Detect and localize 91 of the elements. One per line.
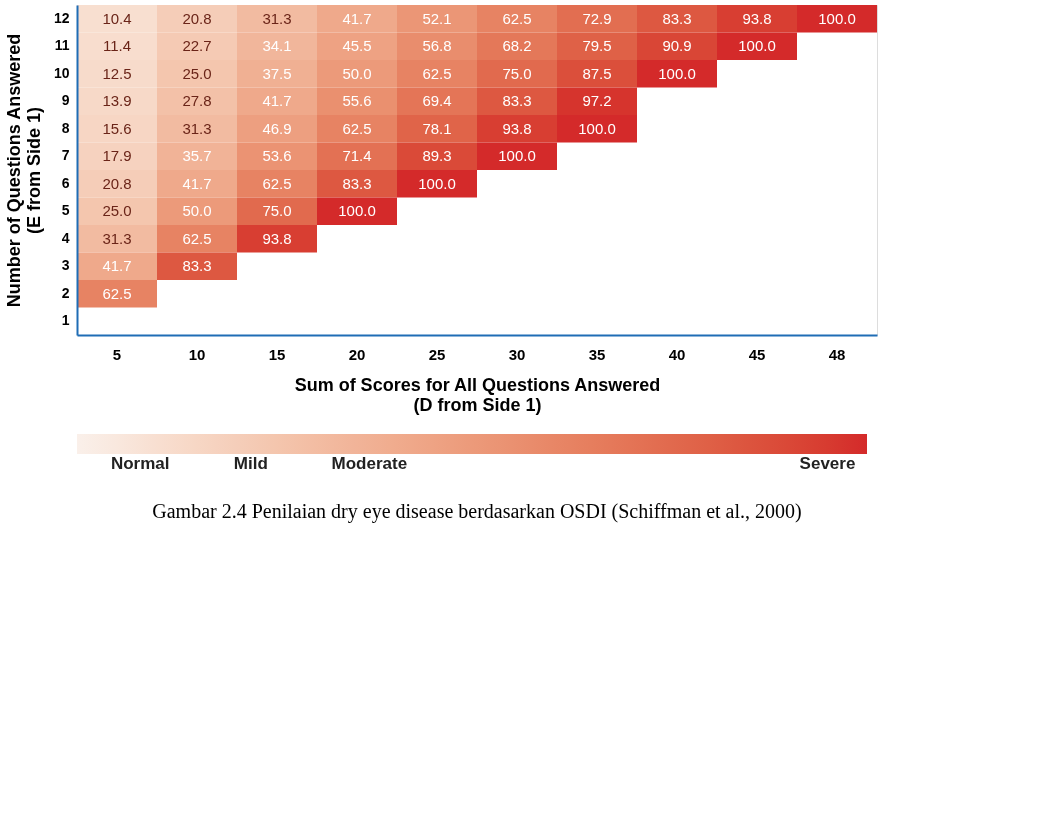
data-label: 83.3 <box>182 257 212 275</box>
data-label: 69.4 <box>422 92 452 110</box>
data-label: 100.0 <box>738 37 776 55</box>
data-label: 31.3 <box>102 229 132 247</box>
y-tick-label: 3 <box>61 257 70 274</box>
data-label: 10.4 <box>102 9 132 27</box>
x-tick-label: 30 <box>508 345 526 363</box>
color-bar-label: Mild <box>233 454 268 473</box>
x-tick-label: 45 <box>748 345 766 363</box>
data-label: 100.0 <box>498 147 536 165</box>
data-label: 34.1 <box>262 37 292 55</box>
data-label: 62.5 <box>182 229 212 247</box>
data-label: 41.7 <box>342 9 372 27</box>
data-label: 83.3 <box>662 9 692 27</box>
x-tick-label: 35 <box>588 345 606 363</box>
data-label: 15.6 <box>102 119 132 137</box>
data-label: 50.0 <box>342 64 372 82</box>
data-label: 100.0 <box>658 64 696 82</box>
data-label: 31.3 <box>262 9 292 27</box>
color-bar-label: Normal <box>110 454 170 473</box>
data-label: 53.6 <box>262 147 292 165</box>
data-label: 62.5 <box>102 284 132 302</box>
data-label: 31.3 <box>182 119 212 137</box>
data-label: 97.2 <box>582 92 612 110</box>
data-label: 22.7 <box>182 37 212 55</box>
data-label: 83.3 <box>502 92 532 110</box>
y-tick-label: 11 <box>54 37 70 54</box>
data-label: 100.0 <box>818 9 856 27</box>
color-bar-label: Severe <box>799 454 856 473</box>
x-tick-label: 40 <box>668 345 686 363</box>
x-tick-label: 15 <box>268 345 286 363</box>
data-label: 100.0 <box>338 202 376 220</box>
data-label: 37.5 <box>262 64 292 82</box>
data-label: 25.0 <box>182 64 212 82</box>
data-label: 11.4 <box>102 37 132 55</box>
x-tick-label: 5 <box>112 345 122 363</box>
x-tick-label: 20 <box>348 345 366 363</box>
data-label: 27.8 <box>182 92 212 110</box>
y-tick-label: 8 <box>61 119 70 136</box>
y-axis-title: Number of Questions Answered (E from Side 1) <box>3 33 44 308</box>
data-label: 75.0 <box>262 202 292 220</box>
x-tick-label: 10 <box>188 345 206 363</box>
data-label: 83.3 <box>342 174 372 192</box>
data-label: 35.7 <box>182 147 212 165</box>
data-label: 41.7 <box>262 92 292 110</box>
color-bar-label: Moderate <box>331 454 408 473</box>
data-label: 20.8 <box>102 174 132 192</box>
data-label: 78.1 <box>422 119 452 137</box>
y-tick-label: 4 <box>61 229 70 246</box>
data-label: 50.0 <box>182 202 212 220</box>
data-label: 79.5 <box>582 37 612 55</box>
data-label: 93.8 <box>502 119 532 137</box>
data-label: 62.5 <box>422 64 452 82</box>
data-label: 93.8 <box>742 9 772 27</box>
data-label: 100.0 <box>578 119 616 137</box>
data-label: 93.8 <box>262 229 292 247</box>
data-label: 62.5 <box>342 119 372 137</box>
data-label: 52.1 <box>422 9 452 27</box>
data-label: 62.5 <box>262 174 292 192</box>
data-label: 100.0 <box>418 174 456 192</box>
data-label: 89.3 <box>422 147 452 165</box>
data-label: 90.9 <box>662 37 692 55</box>
y-tick-label: 7 <box>61 147 70 164</box>
data-label: 41.7 <box>182 174 212 192</box>
x-tick-label: 25 <box>428 345 446 363</box>
data-label: 87.5 <box>582 64 612 82</box>
y-tick-label: 9 <box>61 92 70 109</box>
data-label: 71.4 <box>342 147 372 165</box>
data-label: 17.9 <box>102 147 132 165</box>
data-label: 46.9 <box>262 119 292 137</box>
data-label: 68.2 <box>502 37 532 55</box>
data-label: 25.0 <box>102 202 132 220</box>
x-tick-label: 48 <box>828 345 846 363</box>
y-tick-label: 2 <box>61 284 70 301</box>
data-label: 12.5 <box>102 64 132 82</box>
y-tick-label: 5 <box>61 202 70 219</box>
x-axis-title: Sum of Scores for All Questions Answered (D from Side 1) <box>294 374 661 415</box>
text: Gambar 2.4 Penilaian dry eye disease berdasarkan OSDI (Schiffman et al., 2000) <box>152 500 802 523</box>
y-tick-label: 10 <box>53 64 70 81</box>
y-tick-label: 1 <box>61 312 70 329</box>
data-label: 45.5 <box>342 37 372 55</box>
data-label: 20.8 <box>182 9 212 27</box>
data-label: 41.7 <box>102 257 132 275</box>
data-label: 55.6 <box>342 92 372 110</box>
y-tick-label: 12 <box>53 9 70 26</box>
data-label: 56.8 <box>422 37 452 55</box>
data-label: 62.5 <box>502 9 532 27</box>
y-tick-label: 6 <box>61 174 70 191</box>
data-label: 13.9 <box>102 92 132 110</box>
data-label: 72.9 <box>582 9 612 27</box>
data-label: 75.0 <box>502 64 532 82</box>
